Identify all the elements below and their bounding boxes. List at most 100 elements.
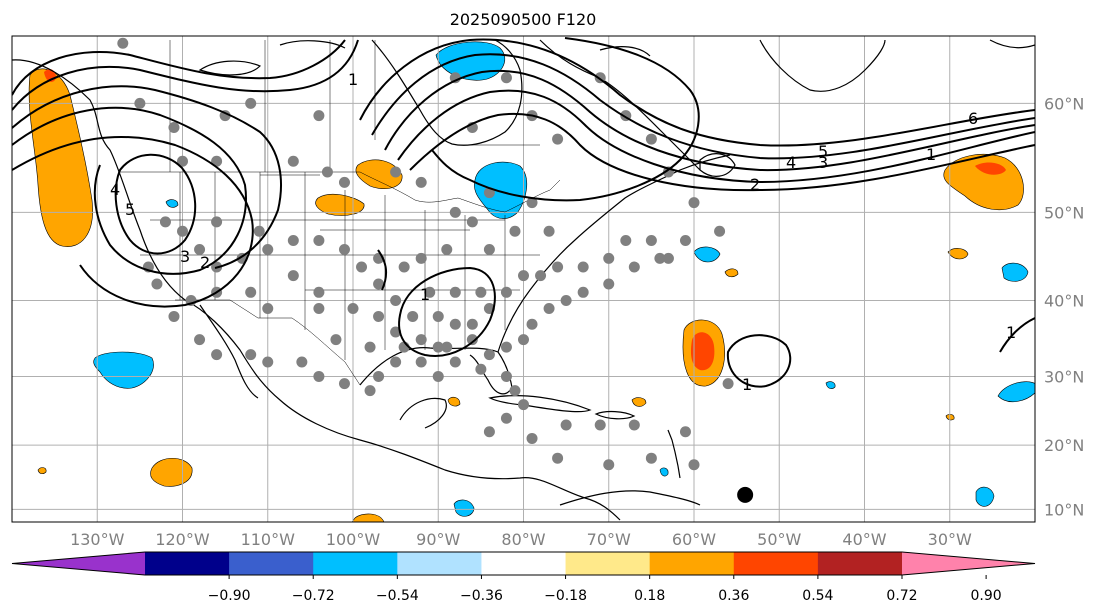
station-point — [407, 310, 419, 322]
station-point — [509, 385, 521, 397]
station-point — [134, 97, 146, 109]
station-point — [245, 349, 257, 361]
station-point — [313, 303, 325, 315]
station-point — [211, 349, 223, 361]
station-point — [159, 216, 171, 228]
station-point — [560, 294, 572, 306]
atlantic-seaboard — [497, 154, 731, 353]
contour-label-group: 6 5 4 3 2 1 4 5 3 2 1 1 1 1 — [110, 70, 1016, 394]
map-area: 6 5 4 3 2 1 4 5 3 2 1 1 1 1 — [12, 36, 1035, 522]
station-point — [313, 370, 325, 382]
contour-big-west — [12, 136, 254, 308]
station-point — [321, 166, 333, 178]
station-point — [577, 286, 589, 298]
station-point — [262, 243, 274, 255]
latitude-label: 30°N — [1044, 367, 1084, 386]
station-point — [535, 270, 547, 282]
longitude-label: 30°W — [928, 530, 972, 549]
negative-anomaly-small-5 — [659, 467, 669, 477]
contour-label: 1 — [420, 285, 430, 304]
station-point — [390, 294, 402, 306]
positive-anomaly-small-6 — [37, 467, 47, 475]
station-point — [594, 419, 606, 431]
hudson-bay — [371, 39, 523, 146]
contour-southeast-ring — [398, 266, 496, 357]
negative-anomaly-east-atlantic-1 — [1001, 262, 1029, 282]
colorbar-outline — [11, 551, 1036, 576]
station-point — [432, 310, 444, 322]
station-point — [390, 166, 402, 178]
longitude-label: 40°W — [842, 530, 886, 549]
station-point — [338, 243, 350, 255]
positive-anomaly-small-3 — [447, 396, 461, 407]
colorbar-tick-label: 0.90 — [971, 588, 1002, 604]
contour-2-west — [12, 39, 359, 111]
station-point — [466, 318, 478, 330]
station-point — [424, 286, 436, 298]
station-point — [194, 334, 206, 346]
station-point — [518, 399, 529, 411]
station-point — [466, 216, 478, 228]
negative-anomaly-small-4 — [825, 381, 836, 389]
contour-label: 2 — [200, 253, 210, 272]
contour-label: 4 — [110, 180, 120, 199]
station-point — [543, 303, 555, 315]
negative-anomaly-east-atlantic-2 — [997, 381, 1035, 403]
station-point — [603, 252, 615, 264]
station-point — [449, 206, 461, 218]
station-point — [645, 133, 657, 145]
station-point — [662, 252, 674, 264]
cuba — [488, 395, 592, 413]
contour-east-6 — [431, 37, 700, 202]
negative-anomaly-small-2 — [453, 499, 475, 517]
station-point — [483, 349, 495, 361]
longitude-tick-labels: 130°W 120°W 110°W 100°W 90°W 80°W 70°W 60°W 50°W… — [70, 530, 972, 549]
station-point — [500, 286, 512, 298]
station-point — [117, 37, 129, 49]
station-point — [373, 370, 385, 382]
negative-anomaly-small-1 — [693, 246, 721, 263]
longitude-label: 100°W — [326, 530, 381, 549]
station-point — [364, 385, 376, 397]
station-point — [449, 318, 461, 330]
negative-anomaly-east-atlantic-3 — [975, 486, 995, 507]
contour-4-west — [12, 106, 247, 275]
station-point — [373, 278, 385, 290]
positive-anomaly-east-atlantic-core — [975, 162, 1006, 175]
positive-anomaly-small-1 — [947, 248, 969, 260]
coastlines — [12, 39, 1035, 521]
station-point — [603, 459, 615, 471]
colorbar-tick-label: 0.54 — [802, 588, 833, 604]
longitude-label: 120°W — [155, 530, 210, 549]
station-point — [526, 432, 538, 444]
colorbar-tick-label: −0.54 — [376, 588, 419, 604]
station-point — [390, 356, 402, 368]
contour-label: 3 — [180, 247, 190, 266]
station-point — [483, 243, 495, 255]
colorbar-segment — [397, 552, 482, 575]
storm-center-marker — [737, 486, 754, 503]
positive-anomaly-small-5 — [724, 268, 739, 278]
colorbar-segment — [481, 552, 567, 575]
map-frame — [11, 35, 1036, 523]
longitude-label: 70°W — [587, 530, 631, 549]
colorbar-tick-label: −0.18 — [544, 588, 587, 604]
station-point — [509, 225, 521, 237]
longitude-label: 60°W — [672, 530, 716, 549]
colorbar-tick-label: 0.36 — [718, 588, 749, 604]
contour-label: 5 — [125, 200, 135, 219]
station-point — [287, 234, 299, 246]
positive-anomaly-small-4 — [351, 513, 385, 522]
contour-label: 1 — [742, 375, 752, 394]
station-point — [415, 356, 427, 368]
colorbar-segment — [145, 552, 230, 575]
positive-anomaly-small-2 — [631, 397, 647, 407]
station-point — [245, 286, 257, 298]
station-point — [313, 110, 325, 122]
negative-anomaly-small-3 — [165, 199, 179, 208]
station-point — [356, 261, 368, 273]
colorbar-extend-low — [12, 552, 145, 575]
contour-east-edge — [999, 317, 1035, 353]
station-point — [449, 356, 461, 368]
